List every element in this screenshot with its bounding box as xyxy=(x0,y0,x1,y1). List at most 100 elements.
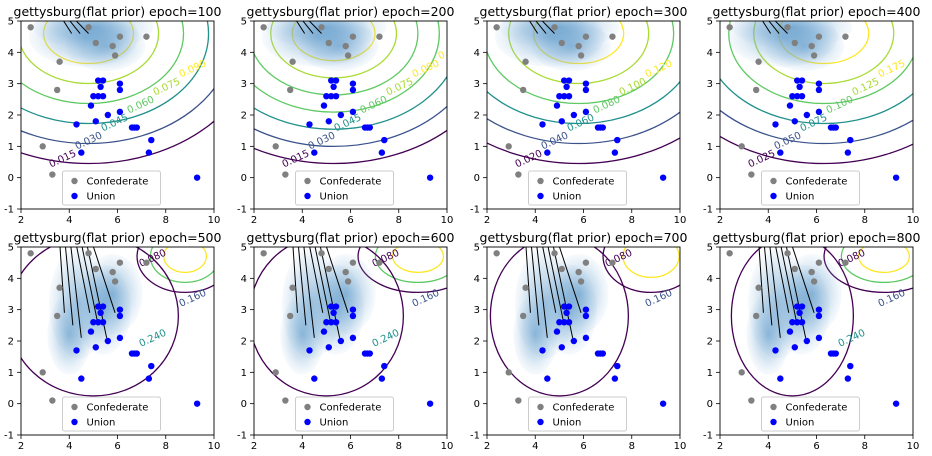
union-point xyxy=(847,362,854,370)
contour-label: 0.050 xyxy=(773,130,804,152)
union-point xyxy=(565,303,573,310)
confederate-point xyxy=(349,259,357,266)
union-point xyxy=(99,77,107,84)
confederate-point xyxy=(810,278,818,285)
x-tick-label: 6 xyxy=(580,215,586,226)
arrow xyxy=(63,21,73,34)
arrow xyxy=(70,247,82,338)
y-tick-label: 0 xyxy=(8,399,14,410)
legend-marker xyxy=(770,403,777,411)
confederate-point xyxy=(784,24,791,31)
contour-label: 0.030 xyxy=(74,130,105,152)
union-point xyxy=(349,334,357,342)
union-point xyxy=(798,319,806,326)
union-point xyxy=(148,362,155,370)
union-point xyxy=(349,80,357,87)
union-point xyxy=(349,306,357,313)
subplot-title: gettysburg(flat prior) epoch=700 xyxy=(480,230,688,245)
union-point xyxy=(116,108,124,116)
legend-label: Confederate xyxy=(320,177,382,188)
union-point xyxy=(320,328,328,335)
x-tick-label: 8 xyxy=(163,441,169,452)
y-tick-label: -1 xyxy=(4,205,14,216)
confederate-point xyxy=(810,52,818,59)
union-point xyxy=(844,375,852,382)
confederate-point xyxy=(260,24,267,31)
contour-label: 0.015 xyxy=(281,148,312,170)
y-tick-label: 0 xyxy=(241,399,247,410)
confederate-point xyxy=(85,24,92,31)
subplot-8: gettysburg(flat prior) epoch=800 0.080 0.1… xyxy=(703,230,920,452)
legend-label: Union xyxy=(87,192,116,203)
union-point xyxy=(328,303,335,310)
confederate-point xyxy=(111,278,119,285)
y-tick-label: -1 xyxy=(237,205,247,216)
legend-box xyxy=(62,396,161,432)
confederate-point xyxy=(56,58,63,65)
x-tick-label: 2 xyxy=(484,215,490,226)
confederate-point xyxy=(558,39,565,47)
union-point xyxy=(544,149,551,156)
arrow xyxy=(309,247,324,313)
union-point xyxy=(381,136,388,144)
subplot-7: gettysburg(flat prior) epoch=700 0.080 0.1… xyxy=(470,230,688,452)
union-point xyxy=(95,93,102,100)
union-point xyxy=(553,102,561,109)
union-point xyxy=(133,350,140,357)
confederate-point xyxy=(342,42,349,50)
x-tick-label: 4 xyxy=(66,441,72,452)
union-point xyxy=(104,337,112,345)
subplot-2: gettysburg(flat prior) epoch=200 0.0150.0… xyxy=(237,4,455,226)
x-tick-label: 6 xyxy=(347,441,353,452)
arrow xyxy=(81,247,99,326)
x-tick-label: 10 xyxy=(208,215,221,226)
confederate-point xyxy=(748,397,755,404)
x-tick-label: 10 xyxy=(441,215,454,226)
arrow xyxy=(525,247,531,313)
union-point xyxy=(582,86,590,94)
legend-marker xyxy=(71,192,78,200)
union-point xyxy=(791,344,798,351)
union-point xyxy=(426,400,434,407)
union-point xyxy=(90,93,97,100)
y-tick-label: -1 xyxy=(703,431,713,442)
union-point xyxy=(659,174,667,181)
union-point xyxy=(133,124,140,131)
legend-marker xyxy=(304,177,311,185)
y-tick-label: -1 xyxy=(470,205,480,216)
union-point xyxy=(99,93,107,100)
y-tick-label: -1 xyxy=(4,431,14,442)
arrow xyxy=(762,21,772,34)
union-point xyxy=(116,334,124,342)
legend: Confederate Union xyxy=(62,170,161,206)
confederate-point xyxy=(289,284,296,291)
x-tick-label: 4 xyxy=(765,215,771,226)
legend-marker xyxy=(537,418,544,426)
legend-box xyxy=(62,170,161,206)
subplot-title: gettysburg(flat prior) epoch=300 xyxy=(480,4,688,19)
union-point xyxy=(328,77,335,84)
legend-marker xyxy=(71,403,78,411)
confederate-point xyxy=(318,24,325,31)
subplot-title: gettysburg(flat prior) epoch=200 xyxy=(247,4,455,19)
union-point xyxy=(323,319,330,326)
confederate-point xyxy=(325,39,332,47)
confederate-point xyxy=(842,259,849,266)
x-tick-label: 8 xyxy=(396,215,402,226)
x-tick-label: 6 xyxy=(813,441,819,452)
y-tick-label: 2 xyxy=(241,337,247,348)
x-tick-label: 8 xyxy=(862,215,868,226)
density-contour xyxy=(858,247,911,274)
union-point xyxy=(306,121,313,128)
union-point xyxy=(659,400,667,407)
legend-box xyxy=(295,170,394,206)
confederate-point xyxy=(808,268,815,276)
union-point xyxy=(97,83,104,91)
subplot-5: gettysburg(flat prior) epoch=5000.0800.1… xyxy=(4,230,221,452)
union-point xyxy=(99,319,107,326)
confederate-point xyxy=(752,86,760,94)
